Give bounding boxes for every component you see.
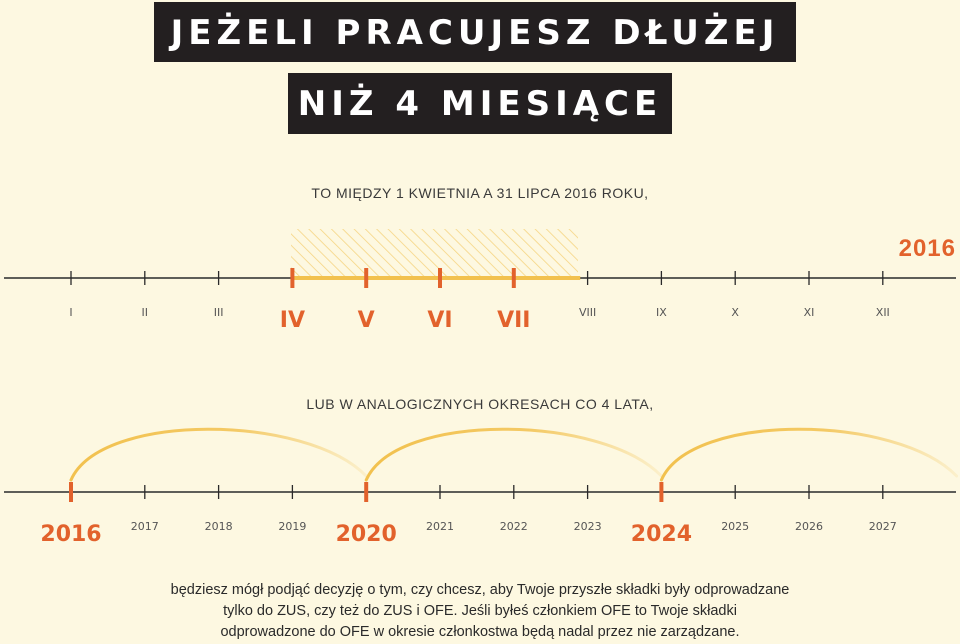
month-label: III bbox=[213, 306, 224, 319]
month-label: X bbox=[731, 306, 739, 319]
four-year-arc bbox=[364, 427, 663, 482]
four-year-arc bbox=[69, 427, 368, 482]
year-label: 2023 bbox=[573, 520, 602, 533]
month-timeline bbox=[4, 268, 956, 288]
analog-caption: LUB W ANALOGICZNYCH OKRESACH CO 4 LATA, bbox=[306, 396, 654, 412]
four-year-arcs bbox=[69, 427, 959, 482]
title-banner-line2: NIŻ 4 MIESIĄCE bbox=[288, 73, 672, 134]
highlight-hatch-area bbox=[291, 229, 578, 278]
year-label: 2021 bbox=[426, 520, 454, 533]
month-label-highlight: V bbox=[357, 308, 375, 333]
year-label: 2026 bbox=[795, 520, 823, 533]
month-label: XII bbox=[875, 306, 890, 319]
title-banner-line1: JEŻELI PRACUJESZ DŁUŻEJ bbox=[154, 2, 796, 62]
month-label: II bbox=[141, 306, 149, 319]
year-label-highlight: 2016 bbox=[40, 522, 102, 547]
month-label: I bbox=[69, 306, 73, 319]
year-timeline bbox=[4, 482, 956, 502]
month-label-highlight: VI bbox=[427, 308, 453, 333]
year-label-highlight: 2020 bbox=[335, 522, 397, 547]
top-timeline-year: 2016 bbox=[898, 235, 956, 262]
month-label-highlight: IV bbox=[279, 308, 305, 333]
year-label-highlight: 2024 bbox=[630, 522, 693, 547]
year-label: 2025 bbox=[721, 520, 750, 533]
month-label: VIII bbox=[578, 306, 597, 319]
four-year-arc bbox=[659, 427, 959, 482]
month-label: IX bbox=[656, 306, 667, 319]
year-label: 2018 bbox=[204, 520, 233, 533]
footer-text: będziesz mógł podjąć decyzję o tym, czy … bbox=[0, 580, 960, 643]
year-label: 2019 bbox=[278, 520, 307, 533]
footer-line-1: będziesz mógł podjąć decyzję o tym, czy … bbox=[170, 582, 790, 598]
year-label: 2022 bbox=[499, 520, 528, 533]
year-label: 2027 bbox=[868, 520, 897, 533]
period-caption: TO MIĘDZY 1 KWIETNIA A 31 LIPCA 2016 ROK… bbox=[311, 185, 649, 201]
year-label: 2017 bbox=[130, 520, 159, 533]
month-label: XI bbox=[803, 306, 815, 319]
footer-line-2: tylko do ZUS, czy też do ZUS i OFE. Jeśl… bbox=[223, 603, 737, 619]
month-label-highlight: VII bbox=[497, 308, 531, 333]
footer-line-3: odprowadzone do OFE w okresie członkostw… bbox=[220, 624, 740, 640]
